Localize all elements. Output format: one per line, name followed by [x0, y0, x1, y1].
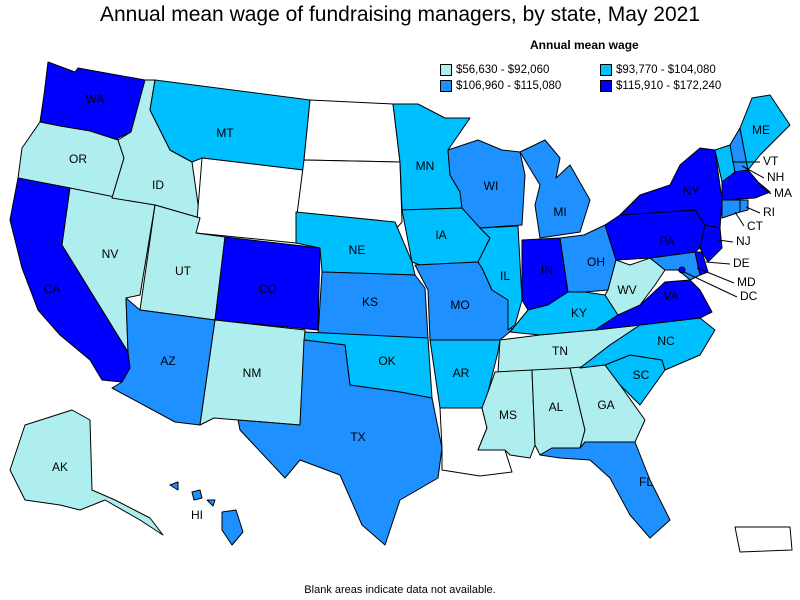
label-co: CO	[259, 282, 277, 296]
label-ga: GA	[597, 398, 614, 412]
label-nh: NH	[767, 170, 784, 184]
label-md: MD	[737, 275, 756, 289]
label-ok: OK	[378, 354, 395, 368]
label-mn: MN	[416, 159, 435, 173]
legend-item-4: $115,910 - $172,240	[600, 80, 721, 92]
state-ks[interactable]	[317, 271, 429, 339]
label-me: ME	[752, 123, 770, 137]
state-tx[interactable]	[237, 339, 443, 546]
label-ia: IA	[435, 228, 446, 242]
legend-label: $106,960 - $115,080	[456, 80, 562, 92]
leader-lines	[683, 161, 772, 298]
label-az: AZ	[160, 354, 175, 368]
footnote: Blank areas indicate data not available.	[304, 584, 496, 596]
label-fl: FL	[639, 475, 653, 489]
legend-label: $56,630 - $92,060	[456, 64, 550, 76]
legend: Annual mean wage $56,630 - $92,060 $106,…	[440, 38, 740, 98]
label-nm: NM	[243, 366, 262, 380]
legend-item-1: $56,630 - $92,060	[440, 64, 549, 76]
legend-title: Annual mean wage	[530, 38, 639, 52]
legend-swatch	[440, 80, 452, 92]
legend-swatch	[600, 64, 612, 76]
label-ms: MS	[499, 408, 517, 422]
state-wi[interactable]	[447, 139, 526, 229]
state-dc[interactable]	[678, 266, 686, 274]
label-va: VA	[663, 289, 678, 303]
label-al: AL	[549, 400, 564, 414]
label-mt: MT	[216, 126, 234, 140]
state-fl[interactable]	[539, 441, 671, 539]
legend-swatch	[600, 80, 612, 92]
label-mo: MO	[450, 298, 469, 312]
state-il[interactable]	[477, 225, 523, 331]
state-ak[interactable]	[9, 409, 164, 536]
label-wv: WV	[617, 283, 636, 297]
label-sc: SC	[633, 368, 650, 382]
legend-item-3: $106,960 - $115,080	[440, 80, 561, 92]
label-wa: WA	[86, 92, 105, 106]
label-oh: OH	[587, 255, 605, 269]
label-nj: NJ	[736, 234, 751, 248]
state-ri[interactable]	[739, 199, 749, 213]
label-wi: WI	[484, 179, 499, 193]
label-il: IL	[500, 269, 510, 283]
label-ar: AR	[453, 366, 470, 380]
label-tn: TN	[552, 344, 568, 358]
label-tx: TX	[350, 430, 365, 444]
label-de: DE	[733, 256, 750, 270]
label-dc: DC	[740, 289, 758, 303]
label-ks: KS	[362, 295, 378, 309]
label-in: IN	[541, 263, 553, 277]
label-ri: RI	[763, 205, 775, 219]
label-id: ID	[152, 178, 164, 192]
state-nd[interactable]	[303, 99, 401, 163]
label-ak: AK	[52, 460, 68, 474]
state-hi[interactable]	[169, 481, 244, 546]
label-ky: KY	[571, 306, 587, 320]
label-ut: UT	[175, 264, 192, 278]
label-vt: VT	[763, 154, 779, 168]
label-hi: HI	[191, 508, 203, 522]
map-title: Annual mean wage of fundraising managers…	[99, 3, 701, 26]
label-ct: CT	[747, 219, 764, 233]
state-labels: WA OR CA NV ID MT UT AZ CO NM NE KS OK T…	[44, 92, 792, 522]
state-wy[interactable]	[195, 157, 304, 244]
label-nc: NC	[657, 334, 675, 348]
state-mi[interactable]	[519, 139, 591, 239]
legend-label: $93,770 - $104,080	[616, 64, 716, 76]
legend-swatch	[440, 64, 452, 76]
label-or: OR	[69, 152, 87, 166]
label-ny: NY	[683, 184, 700, 198]
legend-label: $115,910 - $172,240	[616, 80, 722, 92]
label-ne: NE	[349, 243, 366, 257]
label-pa: PA	[659, 234, 674, 248]
label-nv: NV	[102, 247, 119, 261]
state-wa[interactable]	[39, 61, 146, 141]
legend-item-2: $93,770 - $104,080	[600, 64, 716, 76]
state-pa[interactable]	[604, 209, 706, 261]
label-mi: MI	[553, 205, 566, 219]
state-pr[interactable]	[734, 526, 793, 553]
label-ma: MA	[774, 186, 792, 200]
label-ca: CA	[44, 282, 61, 296]
